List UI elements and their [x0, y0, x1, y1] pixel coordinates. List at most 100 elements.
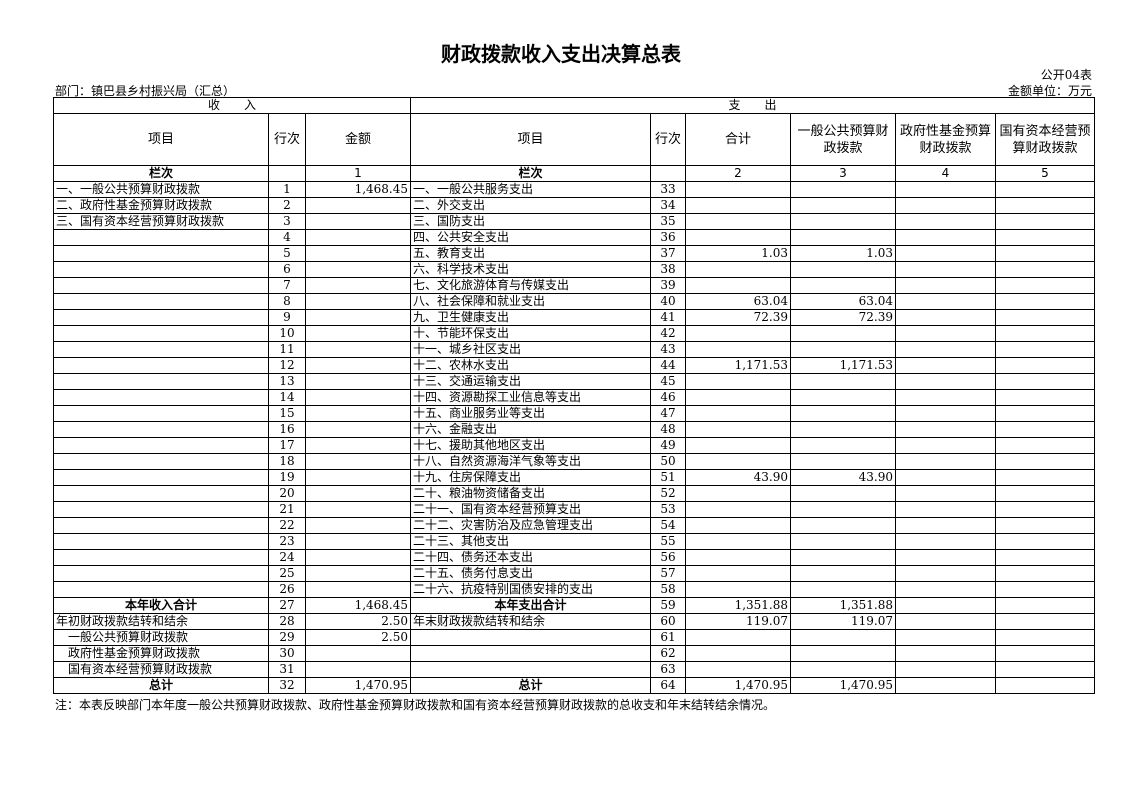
income-line-cell: 29	[268, 629, 306, 646]
table-row: 政府性基金预算财政拨款 30 62	[53, 645, 1095, 662]
income-amount-cell	[305, 325, 411, 342]
expense-fund-cell	[895, 629, 996, 646]
income-line-cell: 32	[268, 677, 306, 694]
expense-line-cell: 50	[650, 453, 686, 470]
expense-state-cell	[995, 245, 1095, 262]
expense-line-cell: 40	[650, 293, 686, 310]
income-item-cell	[53, 581, 269, 598]
expense-fund-cell	[895, 469, 996, 486]
expense-total-cell	[685, 533, 791, 550]
income-item-cell	[53, 437, 269, 454]
income-amount-cell: 2.50	[305, 629, 411, 646]
expense-line-cell: 54	[650, 517, 686, 534]
expense-item-cell: 十九、住房保障支出	[410, 469, 651, 486]
table-row: 12 十二、农林水支出 44 1,171.53 1,171.53	[53, 357, 1095, 374]
income-item-cell	[53, 373, 269, 390]
expense-fund-cell	[895, 293, 996, 310]
income-line-cell: 5	[268, 245, 306, 262]
table-row: 7 七、文化旅游体育与传媒支出 39	[53, 277, 1095, 294]
expense-item-cell: 二十五、债务付息支出	[410, 565, 651, 582]
expense-total-cell	[685, 325, 791, 342]
income-item-cell: 一般公共预算财政拨款	[53, 629, 269, 646]
expense-total-cell	[685, 389, 791, 406]
income-item-cell	[53, 517, 269, 534]
table-row: 16 十六、金融支出 48	[53, 421, 1095, 438]
expense-item-cell	[410, 629, 651, 646]
income-item-cell	[53, 389, 269, 406]
expense-state-cell	[995, 437, 1095, 454]
expense-total-cell	[685, 373, 791, 390]
expense-line-cell: 59	[650, 597, 686, 614]
income-item-cell	[53, 261, 269, 278]
table-row: 4 四、公共安全支出 36	[53, 229, 1095, 246]
expense-general-cell: 1.03	[790, 245, 896, 262]
expense-general-cell	[790, 373, 896, 390]
expense-item-cell: 二十六、抗疫特别国债安排的支出	[410, 581, 651, 598]
column-number-row: 栏次 1 栏次 2 3 4 5	[53, 165, 1095, 182]
expense-general-cell: 119.07	[790, 613, 896, 630]
income-amount-cell	[305, 661, 411, 678]
table-row: 总计 32 1,470.95 总计 64 1,470.95 1,470.95	[53, 677, 1095, 694]
col-5: 5	[995, 165, 1095, 182]
expense-total-cell	[685, 229, 791, 246]
expense-total-cell	[685, 517, 791, 534]
expense-state-cell	[995, 501, 1095, 518]
table-row: 20 二十、粮油物资储备支出 52	[53, 485, 1095, 502]
expense-total-cell: 1.03	[685, 245, 791, 262]
income-line-cell: 26	[268, 581, 306, 598]
income-line-cell: 22	[268, 517, 306, 534]
expense-line-cell: 62	[650, 645, 686, 662]
expense-state-cell	[995, 453, 1095, 470]
expense-state-cell	[995, 581, 1095, 598]
expense-total-cell: 63.04	[685, 293, 791, 310]
expense-general-cell	[790, 629, 896, 646]
income-line-header: 行次	[268, 113, 306, 166]
table-row: 一般公共预算财政拨款 29 2.50 61	[53, 629, 1095, 646]
expense-line-cell: 38	[650, 261, 686, 278]
income-amount-cell	[305, 549, 411, 566]
expense-fund-cell	[895, 245, 996, 262]
expense-total-cell	[685, 645, 791, 662]
expense-line-cell: 37	[650, 245, 686, 262]
expense-item-cell: 七、文化旅游体育与传媒支出	[410, 277, 651, 294]
income-amount-cell	[305, 245, 411, 262]
expense-general-cell: 72.39	[790, 309, 896, 326]
income-amount-cell	[305, 229, 411, 246]
expense-fund-cell	[895, 389, 996, 406]
section-header-row: 收 入 支 出	[53, 97, 1095, 114]
expense-state-cell	[995, 229, 1095, 246]
income-line-cell: 15	[268, 405, 306, 422]
expense-state-cell	[995, 645, 1095, 662]
expense-fund-cell	[895, 613, 996, 630]
table-row: 本年收入合计 27 1,468.45 本年支出合计 59 1,351.88 1,351.88	[53, 597, 1095, 614]
expense-line-cell: 61	[650, 629, 686, 646]
table-row: 15 十五、商业服务业等支出 47	[53, 405, 1095, 422]
expense-line-cell: 44	[650, 357, 686, 374]
expense-item-cell: 十六、金融支出	[410, 421, 651, 438]
expense-item-cell: 十四、资源勘探工业信息等支出	[410, 389, 651, 406]
expense-item-cell: 二十三、其他支出	[410, 533, 651, 550]
expense-total-cell	[685, 549, 791, 566]
expense-line-cell: 58	[650, 581, 686, 598]
income-line-cell: 21	[268, 501, 306, 518]
expense-item-cell: 八、社会保障和就业支出	[410, 293, 651, 310]
table-code: 公开04表	[1040, 68, 1092, 82]
expense-fund-cell	[895, 661, 996, 678]
expense-state-cell	[995, 181, 1095, 198]
expense-fund-cell	[895, 501, 996, 518]
expense-line-cell: 33	[650, 181, 686, 198]
income-amount-cell	[305, 453, 411, 470]
expense-line-cell: 49	[650, 437, 686, 454]
income-line-cell: 23	[268, 533, 306, 550]
expense-item-cell: 十二、农林水支出	[410, 357, 651, 374]
footnote: 注：本表反映部门本年度一般公共预算财政拨款、政府性基金预算财政拨款和国有资本经营…	[55, 698, 776, 712]
expense-item-cell: 本年支出合计	[410, 597, 651, 614]
expense-item-cell: 九、卫生健康支出	[410, 309, 651, 326]
expense-line-cell: 35	[650, 213, 686, 230]
income-line-cell: 14	[268, 389, 306, 406]
expense-line-cell: 42	[650, 325, 686, 342]
income-item-cell: 二、政府性基金预算财政拨款	[53, 197, 269, 214]
expense-total-cell	[685, 277, 791, 294]
income-item-cell	[53, 549, 269, 566]
income-amount-cell: 2.50	[305, 613, 411, 630]
